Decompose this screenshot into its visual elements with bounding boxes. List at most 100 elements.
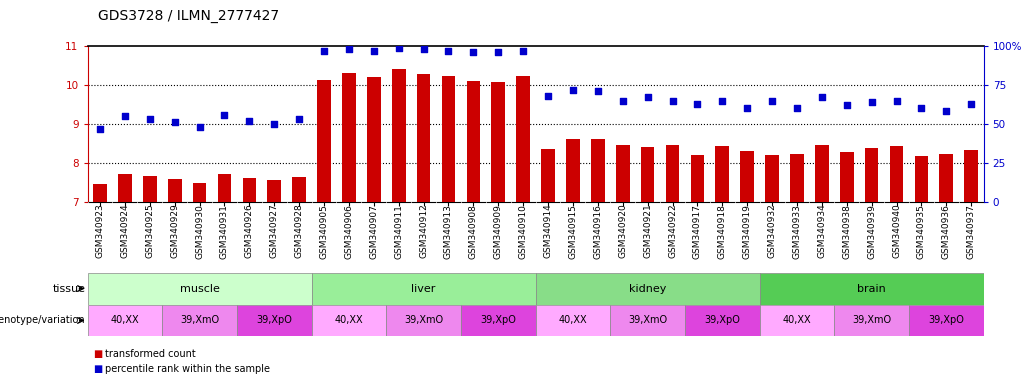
Point [863, 99, 880, 105]
Text: GSM340907: GSM340907 [370, 204, 378, 258]
Bar [690, 155, 705, 202]
Text: 39,XpO: 39,XpO [928, 315, 964, 326]
Text: GSM340938: GSM340938 [843, 204, 851, 258]
Text: GSM340915: GSM340915 [569, 204, 578, 258]
Bar [685, 305, 759, 336]
Point [814, 94, 830, 101]
Bar [536, 305, 610, 336]
Text: liver: liver [411, 283, 436, 294]
Bar [163, 305, 237, 336]
Bar [317, 80, 331, 202]
Text: GSM340911: GSM340911 [394, 204, 403, 258]
Bar [834, 305, 908, 336]
Text: ■: ■ [93, 349, 102, 359]
Text: GSM340906: GSM340906 [344, 204, 353, 258]
Bar [168, 179, 181, 202]
Point [390, 45, 407, 51]
Bar [641, 147, 654, 202]
Bar [591, 139, 605, 202]
Point [341, 46, 357, 52]
Bar [759, 273, 984, 305]
Text: GSM340937: GSM340937 [967, 204, 975, 258]
Text: GSM340910: GSM340910 [519, 204, 527, 258]
Bar [342, 73, 355, 202]
Bar [566, 139, 580, 202]
Bar [759, 305, 834, 336]
Point [689, 101, 706, 107]
Text: GSM340933: GSM340933 [792, 204, 801, 258]
Text: GSM340940: GSM340940 [892, 204, 901, 258]
Text: ■: ■ [93, 364, 102, 374]
Point [366, 48, 382, 54]
Text: muscle: muscle [179, 283, 219, 294]
Text: GSM340916: GSM340916 [593, 204, 603, 258]
Bar [610, 305, 685, 336]
Bar [716, 146, 729, 202]
Point [141, 116, 158, 122]
Text: GSM340909: GSM340909 [493, 204, 503, 258]
Point [515, 48, 531, 54]
Point [564, 86, 581, 93]
Point [764, 98, 781, 104]
Text: 40,XX: 40,XX [110, 315, 139, 326]
Text: GSM340928: GSM340928 [295, 204, 304, 258]
Text: GSM340926: GSM340926 [245, 204, 253, 258]
Text: GSM340914: GSM340914 [544, 204, 552, 258]
Text: 40,XX: 40,XX [335, 315, 364, 326]
Point [241, 118, 258, 124]
Bar [865, 148, 879, 202]
Bar [815, 145, 829, 202]
Text: GSM340908: GSM340908 [469, 204, 478, 258]
Text: 39,XpO: 39,XpO [480, 315, 516, 326]
Bar [516, 76, 530, 202]
Point [963, 101, 980, 107]
Bar [541, 149, 555, 202]
Bar [616, 145, 629, 202]
Text: GSM340936: GSM340936 [941, 204, 951, 258]
Point [167, 119, 183, 125]
Text: GSM340932: GSM340932 [767, 204, 777, 258]
Bar [118, 174, 132, 202]
Text: 39,XmO: 39,XmO [628, 315, 667, 326]
Point [490, 49, 507, 55]
Text: 39,XmO: 39,XmO [180, 315, 219, 326]
Text: kidney: kidney [629, 283, 666, 294]
Text: percentile rank within the sample: percentile rank within the sample [105, 364, 270, 374]
Point [789, 105, 805, 111]
Bar [665, 145, 680, 202]
Text: brain: brain [857, 283, 886, 294]
Text: GSM340930: GSM340930 [195, 204, 204, 258]
Bar [915, 156, 928, 202]
Bar [311, 305, 386, 336]
Bar [88, 305, 163, 336]
Text: GSM340913: GSM340913 [444, 204, 453, 258]
Point [290, 116, 307, 122]
Text: GSM340935: GSM340935 [917, 204, 926, 258]
Bar [293, 177, 306, 202]
Point [640, 94, 656, 101]
Text: GSM340917: GSM340917 [693, 204, 701, 258]
Text: GSM340924: GSM340924 [121, 204, 130, 258]
Point [192, 124, 208, 130]
Bar [88, 273, 311, 305]
Bar [790, 154, 803, 202]
Point [888, 98, 904, 104]
Text: GDS3728 / ILMN_2777427: GDS3728 / ILMN_2777427 [98, 9, 279, 23]
Bar [417, 74, 431, 202]
Point [664, 98, 681, 104]
Text: transformed count: transformed count [105, 349, 196, 359]
Bar [268, 180, 281, 202]
Point [589, 88, 606, 94]
Point [540, 93, 556, 99]
Point [714, 98, 730, 104]
Bar [311, 273, 536, 305]
Point [216, 111, 233, 118]
Bar [939, 154, 953, 202]
Text: 39,XpO: 39,XpO [705, 315, 741, 326]
Text: tissue: tissue [53, 283, 85, 294]
Text: 39,XmO: 39,XmO [404, 315, 443, 326]
Text: GSM340929: GSM340929 [170, 204, 179, 258]
Text: 40,XX: 40,XX [558, 315, 587, 326]
Text: 39,XpO: 39,XpO [256, 315, 293, 326]
Text: GSM340925: GSM340925 [145, 204, 154, 258]
